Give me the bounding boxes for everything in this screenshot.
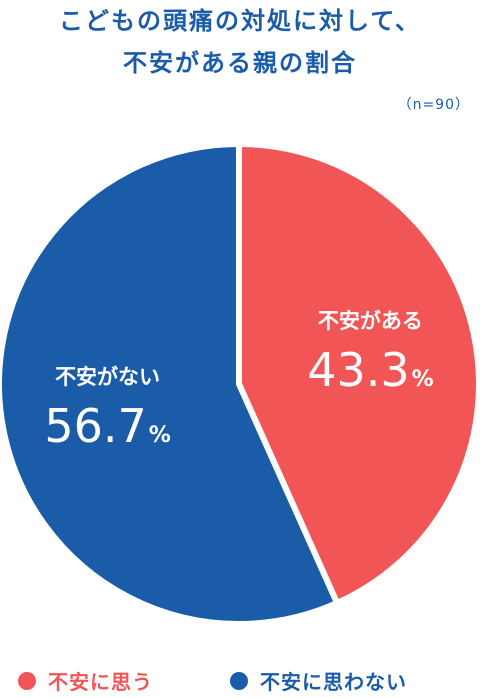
slice-label-1: 不安がない [55, 365, 160, 389]
pie-slice-0 [236, 140, 480, 608]
chart-title-line2: 不安がある親の割合 [123, 49, 357, 77]
sample-size-note: （n=90） [397, 97, 470, 113]
legend-item-worried: 不安に思う [18, 666, 153, 695]
legend-item-not-worried: 不安に思わない [230, 666, 407, 695]
legend-label-not-worried: 不安に思わない [260, 670, 407, 694]
legend-swatch-red [18, 671, 36, 690]
slice-value-1: 56.7% [44, 399, 170, 453]
chart-title-line1: こどもの頭痛の対処に対して、 [58, 7, 422, 35]
legend-swatch-blue [230, 671, 248, 690]
legend-label-worried: 不安に思う [48, 670, 153, 694]
pie-slice-1 [0, 140, 342, 627]
slice-label-0: 不安がある [318, 309, 423, 333]
slice-value-0: 43.3% [307, 343, 433, 397]
